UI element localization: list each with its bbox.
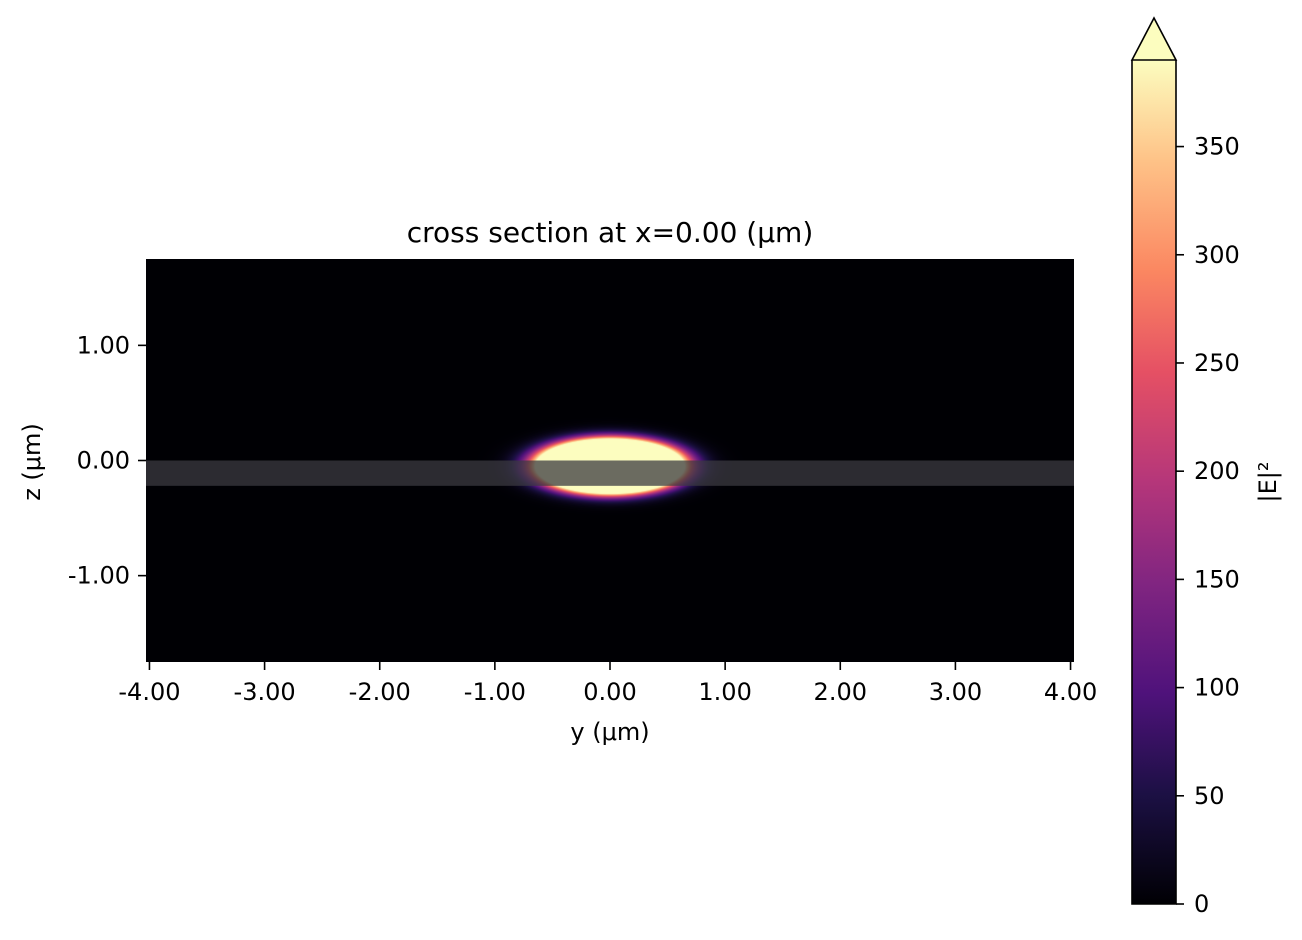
colorbar-gradient [1132, 60, 1176, 904]
colorbar-tick-label: 250 [1194, 349, 1240, 377]
x-tick-label: 2.00 [814, 678, 867, 706]
slab-structure [146, 460, 1074, 486]
x-tick-label: 0.00 [583, 678, 636, 706]
colorbar-extend-arrow [1130, 16, 1178, 61]
x-tick-label: -3.00 [234, 678, 296, 706]
y-axis: 1.00 0.00 -1.00 [68, 331, 146, 590]
colorbar-tick-label: 350 [1194, 133, 1240, 161]
colorbar: 0 50 100 150 200 250 300 350 [1130, 16, 1240, 918]
y-tick-label: 0.00 [77, 447, 130, 475]
x-tick-label: 1.00 [698, 678, 751, 706]
colorbar-label: |E|² [1254, 462, 1282, 503]
colorbar-tick-label: 50 [1194, 782, 1225, 810]
chart-title: cross section at x=0.00 (μm) [407, 216, 814, 249]
x-tick-label: -1.00 [464, 678, 526, 706]
x-tick-label: -2.00 [349, 678, 411, 706]
x-tick-label: -4.00 [118, 678, 180, 706]
y-tick-label: 1.00 [77, 331, 130, 359]
x-tick-label: 3.00 [929, 678, 982, 706]
x-tick-label: 4.00 [1044, 678, 1097, 706]
x-axis-label: y (μm) [570, 718, 649, 746]
colorbar-ticks: 0 50 100 150 200 250 300 350 [1176, 133, 1240, 918]
y-axis-label: z (μm) [18, 423, 46, 501]
plot-area [146, 259, 1074, 662]
colorbar-tick-label: 0 [1194, 890, 1209, 918]
colorbar-tick-label: 150 [1194, 565, 1240, 593]
colorbar-outline [1131, 60, 1177, 905]
colorbar-tick-label: 200 [1194, 457, 1240, 485]
colorbar-tick-label: 300 [1194, 241, 1240, 269]
x-axis: -4.00 -3.00 -2.00 -1.00 0.00 1.00 2.00 3.00 4.00 [118, 662, 1097, 706]
colorbar-tick-label: 100 [1194, 674, 1240, 702]
y-tick-label: -1.00 [68, 562, 130, 590]
